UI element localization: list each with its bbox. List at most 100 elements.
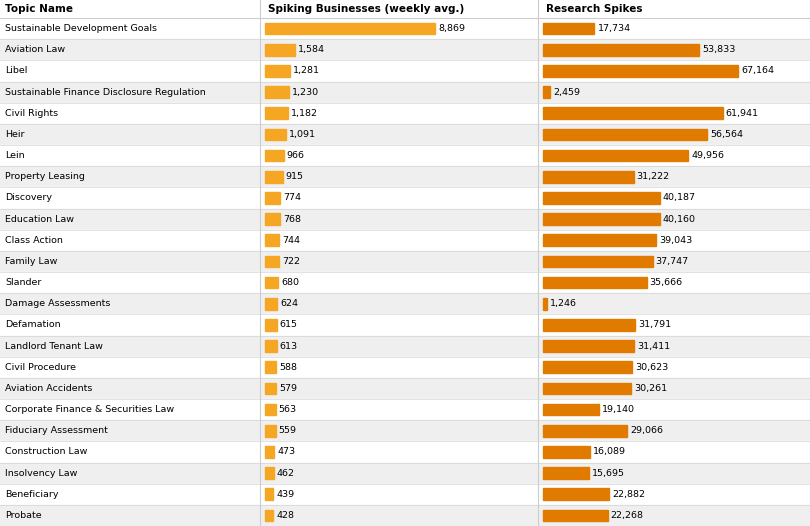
Text: 1,584: 1,584: [298, 45, 326, 54]
Text: Civil Procedure: Civil Procedure: [5, 363, 76, 372]
Text: 966: 966: [287, 151, 305, 160]
Text: Probate: Probate: [5, 511, 41, 520]
Text: 744: 744: [282, 236, 301, 245]
Text: 559: 559: [279, 426, 296, 435]
Text: 39,043: 39,043: [659, 236, 693, 245]
Bar: [543, 361, 632, 373]
Text: 30,623: 30,623: [635, 363, 668, 372]
Bar: [0, 315, 810, 336]
Bar: [0, 145, 810, 166]
Bar: [265, 340, 277, 352]
Text: 49,956: 49,956: [691, 151, 724, 160]
Text: Landlord Tenant Law: Landlord Tenant Law: [5, 341, 103, 351]
Text: 2,459: 2,459: [553, 88, 580, 97]
Bar: [543, 65, 738, 77]
Text: 462: 462: [277, 469, 295, 478]
Text: 31,222: 31,222: [637, 172, 670, 181]
Text: Civil Rights: Civil Rights: [5, 109, 58, 118]
Text: 1,091: 1,091: [289, 130, 316, 139]
Bar: [543, 107, 723, 119]
Bar: [265, 171, 283, 183]
Bar: [0, 293, 810, 315]
Text: 35,666: 35,666: [650, 278, 683, 287]
Bar: [0, 0, 810, 18]
Bar: [543, 510, 608, 521]
Text: Insolvency Law: Insolvency Law: [5, 469, 78, 478]
Bar: [543, 150, 688, 161]
Text: Sustainable Development Goals: Sustainable Development Goals: [5, 24, 157, 33]
Bar: [265, 107, 288, 119]
Bar: [265, 44, 296, 56]
Text: 15,695: 15,695: [591, 469, 625, 478]
Text: Education Law: Education Law: [5, 215, 74, 224]
Bar: [0, 82, 810, 103]
Text: 579: 579: [279, 384, 297, 393]
Bar: [265, 128, 286, 140]
Text: 915: 915: [286, 172, 304, 181]
Text: Fiduciary Assessment: Fiduciary Assessment: [5, 426, 108, 435]
Bar: [265, 65, 289, 77]
Text: Family Law: Family Law: [5, 257, 58, 266]
Bar: [265, 404, 275, 416]
Bar: [543, 489, 609, 500]
Bar: [0, 272, 810, 293]
Text: 19,140: 19,140: [602, 405, 634, 414]
Text: Lein: Lein: [5, 151, 24, 160]
Text: Aviation Accidents: Aviation Accidents: [5, 384, 92, 393]
Bar: [0, 441, 810, 462]
Bar: [543, 425, 628, 437]
Bar: [0, 187, 810, 208]
Bar: [543, 340, 634, 352]
Bar: [265, 235, 279, 246]
Text: 1,230: 1,230: [292, 88, 318, 97]
Text: 1,182: 1,182: [291, 109, 318, 118]
Text: 613: 613: [279, 341, 298, 351]
Bar: [265, 446, 274, 458]
Text: 67,164: 67,164: [741, 66, 774, 75]
Text: Damage Assessments: Damage Assessments: [5, 299, 110, 308]
Text: Class Action: Class Action: [5, 236, 63, 245]
Bar: [265, 86, 288, 98]
Text: 8,869: 8,869: [438, 24, 465, 33]
Text: Discovery: Discovery: [5, 194, 52, 203]
Text: Slander: Slander: [5, 278, 41, 287]
Bar: [0, 251, 810, 272]
Bar: [543, 235, 656, 246]
Text: 31,791: 31,791: [638, 320, 671, 329]
Text: 40,187: 40,187: [663, 194, 696, 203]
Bar: [0, 166, 810, 187]
Bar: [0, 505, 810, 526]
Bar: [0, 60, 810, 82]
Bar: [265, 192, 279, 204]
Bar: [265, 489, 274, 500]
Bar: [543, 404, 599, 416]
Text: Topic Name: Topic Name: [5, 4, 73, 14]
Bar: [543, 319, 635, 331]
Text: 439: 439: [276, 490, 295, 499]
Bar: [265, 319, 277, 331]
Bar: [265, 277, 278, 288]
Text: 768: 768: [283, 215, 301, 224]
Bar: [543, 277, 646, 288]
Text: Heir: Heir: [5, 130, 24, 139]
Text: 680: 680: [281, 278, 299, 287]
Bar: [0, 230, 810, 251]
Text: 1,281: 1,281: [292, 66, 320, 75]
Bar: [543, 467, 589, 479]
Text: 29,066: 29,066: [630, 426, 663, 435]
Bar: [265, 425, 275, 437]
Bar: [0, 378, 810, 399]
Text: 624: 624: [280, 299, 298, 308]
Bar: [265, 510, 273, 521]
Text: 22,882: 22,882: [612, 490, 646, 499]
Text: 16,089: 16,089: [593, 448, 625, 457]
Text: 563: 563: [279, 405, 297, 414]
Text: Property Leasing: Property Leasing: [5, 172, 85, 181]
Text: 615: 615: [279, 320, 298, 329]
Bar: [543, 44, 699, 56]
Bar: [265, 361, 276, 373]
Bar: [543, 213, 659, 225]
Text: Sustainable Finance Disclosure Regulation: Sustainable Finance Disclosure Regulatio…: [5, 88, 206, 97]
Bar: [543, 128, 707, 140]
Text: 17,734: 17,734: [598, 24, 631, 33]
